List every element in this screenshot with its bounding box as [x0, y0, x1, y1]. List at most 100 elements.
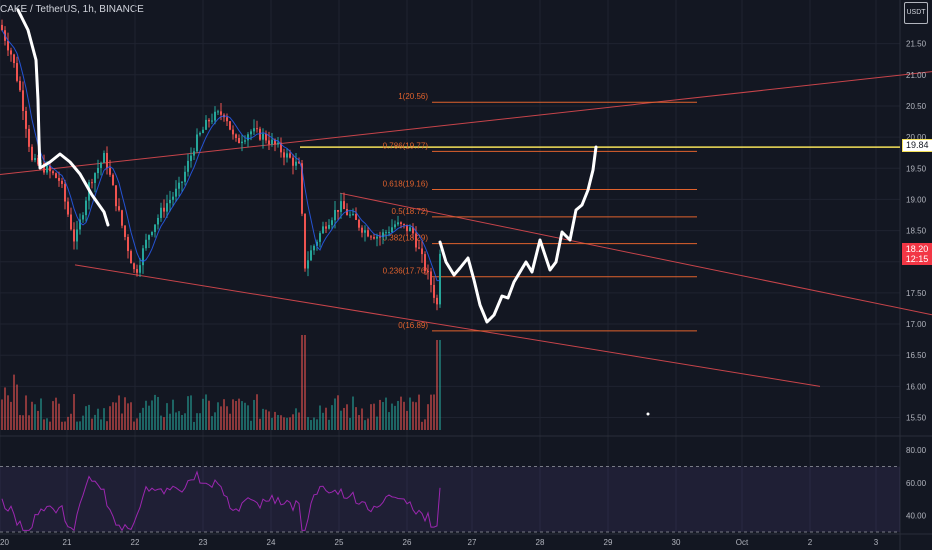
volume-bar — [88, 404, 90, 430]
candle-body — [340, 201, 342, 212]
candle-body — [271, 139, 273, 145]
volume-bar — [97, 408, 99, 430]
candle-body — [262, 133, 264, 140]
volume-bar — [25, 395, 27, 430]
candle-body — [139, 265, 141, 273]
candle-body — [193, 151, 195, 156]
candle-body — [76, 229, 78, 242]
time-tick-label: 23 — [199, 538, 208, 547]
volume-bar — [202, 398, 204, 430]
volume-bar — [394, 405, 396, 430]
volume-bar — [166, 403, 168, 430]
candle-body — [133, 263, 135, 270]
volume-bar — [130, 402, 132, 430]
candle-body — [373, 237, 375, 239]
volume-bar — [301, 335, 303, 430]
volume-bar — [61, 421, 63, 430]
candle-body — [319, 233, 321, 242]
candle-body — [148, 235, 150, 240]
volume-bar — [298, 412, 300, 430]
candle-body — [205, 119, 207, 130]
candle-body — [403, 223, 405, 225]
candle-body — [154, 224, 156, 232]
volume-bar — [379, 399, 381, 430]
candle-body — [7, 40, 9, 51]
volume-bar — [100, 419, 102, 430]
rsi-pane — [0, 466, 900, 533]
volume-bar — [250, 420, 252, 430]
time-tick-label: 26 — [403, 538, 412, 547]
volume-bar — [154, 394, 156, 430]
candle-body — [163, 207, 165, 212]
volume-bar — [238, 398, 240, 430]
price-tick-label: 20.00 — [906, 133, 927, 142]
candle-body — [349, 214, 351, 216]
volume-bar — [94, 414, 96, 430]
chart-title: CAKE / TetherUS, 1h, BINANCE — [0, 4, 144, 15]
candle-body — [22, 90, 24, 111]
volume-bar — [55, 397, 57, 430]
price-tick-label: 19.50 — [906, 164, 927, 173]
volume-bar — [217, 402, 219, 430]
volume-bar — [34, 404, 36, 430]
price-tick-label: 17.50 — [906, 289, 927, 298]
volume-bar — [172, 399, 174, 430]
candle-body — [1, 24, 3, 31]
candle-body — [79, 219, 81, 230]
volume-bar — [208, 400, 210, 430]
candle-body — [328, 224, 330, 229]
candle-body — [25, 110, 27, 129]
volume-bar — [358, 415, 360, 430]
volume-bar — [103, 408, 105, 430]
candle-body — [397, 222, 399, 225]
currency-badge[interactable]: USDT — [904, 2, 928, 24]
candle-body — [313, 245, 315, 251]
candle-body — [31, 146, 33, 161]
candle-body — [325, 226, 327, 229]
candle-body — [19, 80, 21, 91]
volume-bar — [367, 418, 369, 430]
volume-bar — [355, 407, 357, 430]
volume-bar — [46, 418, 48, 430]
volume-bar — [79, 421, 81, 430]
volume-bar — [28, 415, 30, 430]
volume-bar — [133, 421, 135, 430]
candle-body — [10, 50, 12, 55]
volume-bar — [373, 403, 375, 430]
candle-body — [418, 247, 420, 249]
volume-bar — [274, 411, 276, 430]
candle-body — [385, 232, 387, 234]
volume-bar — [226, 406, 228, 430]
candle-body — [427, 271, 429, 273]
candle-body — [301, 163, 303, 214]
last-price-label: 18.20 12:15 — [902, 243, 932, 265]
volume-bar — [418, 394, 420, 430]
candle-body — [94, 173, 96, 183]
candle-body — [61, 180, 63, 184]
volume-bar — [346, 404, 348, 430]
volume-bar — [40, 398, 42, 430]
volume-bar — [163, 417, 165, 430]
volume-bars — [1, 335, 441, 430]
time-tick-label: Oct — [736, 538, 749, 547]
candle-body — [67, 201, 69, 215]
volume-bar — [292, 414, 294, 430]
candle-body — [103, 153, 105, 163]
candle-body — [196, 134, 198, 152]
candle-body — [172, 196, 174, 200]
candle-body — [358, 219, 360, 228]
fib-level-label: 0.5(18.72) — [392, 207, 429, 216]
volume-bar — [283, 417, 285, 430]
volume-bar — [91, 418, 93, 430]
time-tick-label: 2 — [808, 538, 813, 547]
volume-bar — [412, 401, 414, 430]
candle-body — [70, 214, 72, 230]
volume-bar — [256, 394, 258, 430]
volume-bar — [175, 412, 177, 430]
volume-bar — [67, 416, 69, 430]
candle-body — [355, 214, 357, 220]
candle-body — [130, 251, 132, 264]
volume-bar — [322, 412, 324, 430]
candle-body — [406, 224, 408, 232]
